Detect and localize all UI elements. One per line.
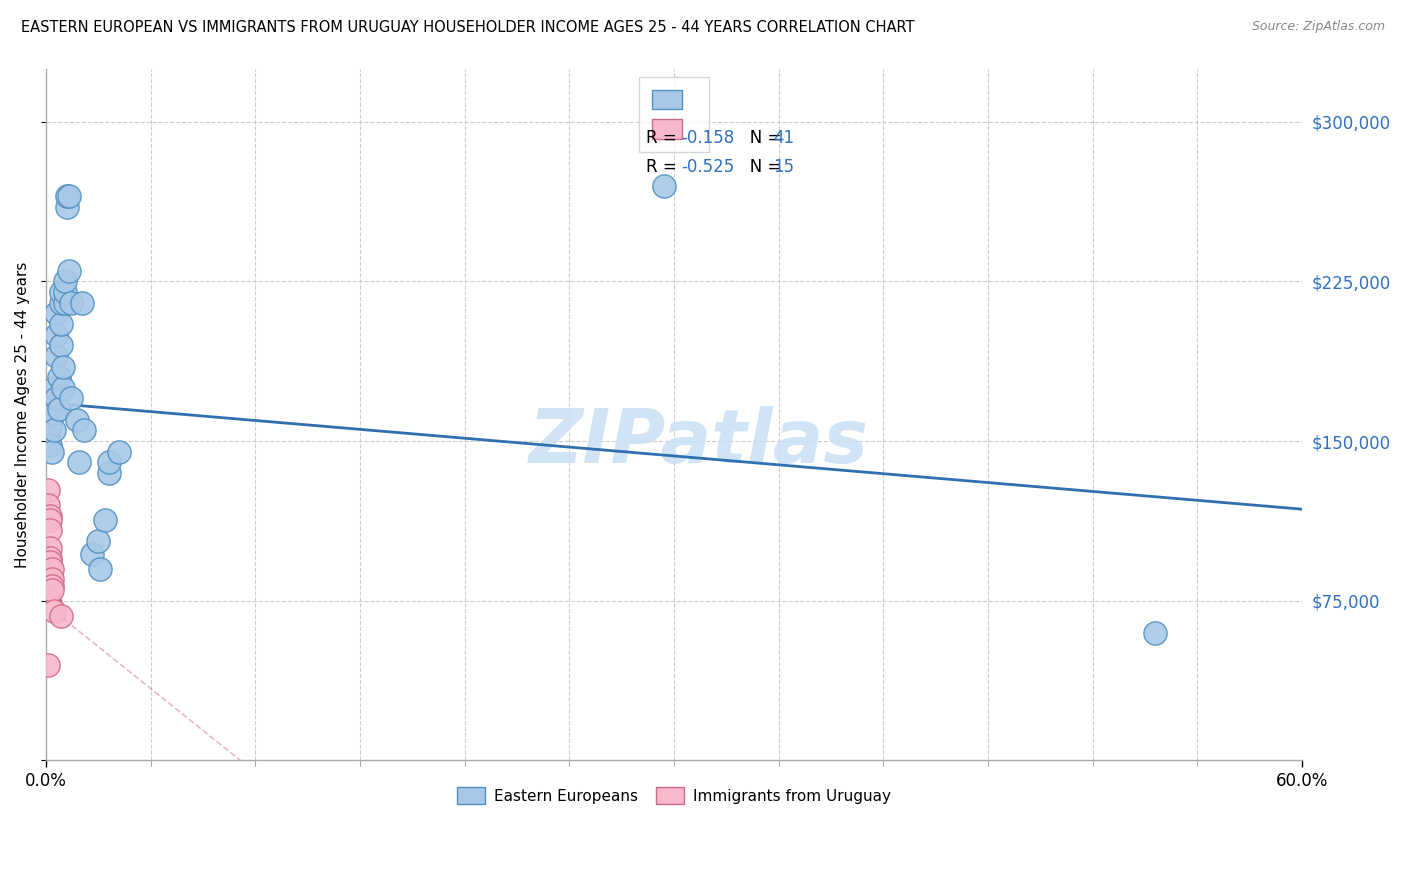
Point bbox=[39, 513, 62, 527]
Text: ZIPatlas: ZIPatlas bbox=[529, 406, 869, 479]
Point bbox=[45, 392, 67, 406]
Text: 41: 41 bbox=[773, 129, 794, 147]
Point bbox=[41, 444, 63, 458]
Point bbox=[39, 524, 62, 538]
Text: Source: ZipAtlas.com: Source: ZipAtlas.com bbox=[1251, 20, 1385, 33]
Point bbox=[48, 370, 70, 384]
Point bbox=[37, 483, 59, 497]
Point bbox=[39, 438, 62, 452]
Point bbox=[53, 285, 76, 299]
Point bbox=[69, 455, 91, 469]
Point bbox=[58, 264, 80, 278]
Point bbox=[45, 327, 67, 342]
Legend: Eastern Europeans, Immigrants from Uruguay: Eastern Europeans, Immigrants from Urugu… bbox=[447, 776, 901, 815]
Point bbox=[49, 295, 72, 310]
Text: -0.525: -0.525 bbox=[682, 159, 735, 177]
Point bbox=[89, 562, 111, 576]
Point bbox=[39, 419, 62, 434]
Text: N =: N = bbox=[734, 159, 786, 177]
Y-axis label: Householder Income Ages 25 - 44 years: Householder Income Ages 25 - 44 years bbox=[15, 261, 30, 567]
Point bbox=[39, 555, 62, 569]
Text: R =: R = bbox=[647, 129, 682, 147]
Point bbox=[70, 295, 93, 310]
Point bbox=[39, 551, 62, 566]
Point bbox=[39, 541, 62, 555]
Point bbox=[108, 444, 131, 458]
Text: N =: N = bbox=[734, 129, 786, 147]
Point bbox=[45, 306, 67, 320]
Point bbox=[45, 349, 67, 363]
Point bbox=[37, 430, 59, 444]
Point bbox=[41, 579, 63, 593]
Point bbox=[56, 200, 79, 214]
Point bbox=[87, 534, 110, 549]
Text: EASTERN EUROPEAN VS IMMIGRANTS FROM URUGUAY HOUSEHOLDER INCOME AGES 25 - 44 YEAR: EASTERN EUROPEAN VS IMMIGRANTS FROM URUG… bbox=[21, 20, 914, 35]
Point bbox=[41, 573, 63, 587]
Text: R =: R = bbox=[647, 159, 682, 177]
Point bbox=[93, 513, 115, 527]
Point bbox=[53, 295, 76, 310]
Point bbox=[97, 455, 120, 469]
Point bbox=[49, 317, 72, 331]
Point bbox=[60, 295, 83, 310]
Point bbox=[56, 189, 79, 203]
Text: -0.158: -0.158 bbox=[682, 129, 735, 147]
Point bbox=[49, 608, 72, 623]
Point bbox=[1144, 625, 1167, 640]
Point bbox=[80, 547, 103, 561]
Point bbox=[41, 583, 63, 598]
Point bbox=[49, 338, 72, 352]
Point bbox=[37, 498, 59, 512]
Point bbox=[52, 381, 75, 395]
Point bbox=[48, 402, 70, 417]
Text: 15: 15 bbox=[773, 159, 794, 177]
Point bbox=[66, 413, 89, 427]
Point bbox=[97, 466, 120, 480]
Point bbox=[60, 392, 83, 406]
Point bbox=[37, 657, 59, 672]
Point bbox=[53, 274, 76, 288]
Point bbox=[44, 406, 66, 420]
Point bbox=[44, 604, 66, 618]
Point bbox=[41, 562, 63, 576]
Point bbox=[52, 359, 75, 374]
Point bbox=[39, 508, 62, 523]
Point bbox=[44, 381, 66, 395]
Point bbox=[72, 424, 94, 438]
Point bbox=[652, 178, 675, 193]
Point bbox=[58, 189, 80, 203]
Point bbox=[44, 424, 66, 438]
Point bbox=[49, 285, 72, 299]
